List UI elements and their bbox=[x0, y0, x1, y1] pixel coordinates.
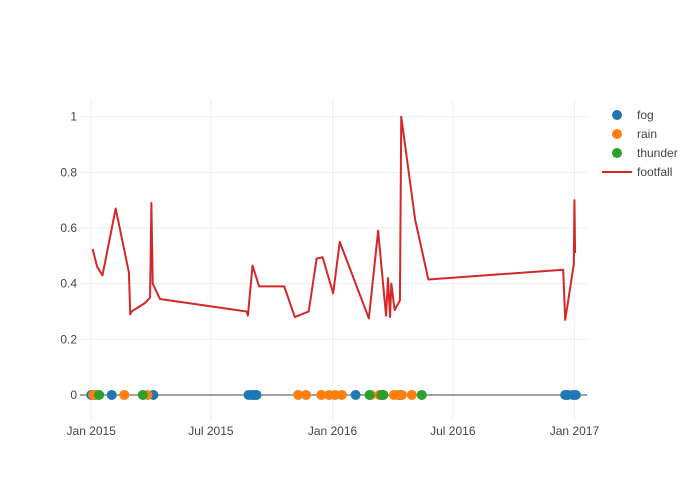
footfall-point[interactable] bbox=[113, 206, 119, 212]
footfall-point[interactable] bbox=[320, 254, 326, 260]
fog-point[interactable] bbox=[350, 389, 361, 400]
y-tick-label: 1 bbox=[70, 110, 77, 124]
footfall-point[interactable] bbox=[398, 114, 404, 120]
footfall-point[interactable] bbox=[571, 261, 577, 267]
footfall-point[interactable] bbox=[571, 197, 577, 203]
footfall-point[interactable] bbox=[337, 239, 343, 245]
footfall-point[interactable] bbox=[397, 297, 403, 303]
rain-point[interactable] bbox=[301, 389, 312, 400]
legend-label: footfall bbox=[637, 165, 672, 179]
legend-label: rain bbox=[637, 127, 657, 141]
legend-swatch bbox=[612, 110, 622, 120]
legend-label: thunder bbox=[637, 146, 678, 160]
footfall-point[interactable] bbox=[562, 317, 568, 323]
legend-swatch bbox=[612, 148, 622, 158]
grid-layer bbox=[80, 100, 587, 420]
footfall-point[interactable] bbox=[126, 270, 132, 276]
y-axis-ticks: 0 0.2 0.4 0.6 0.8 1 bbox=[60, 110, 77, 402]
thunder-point[interactable] bbox=[416, 389, 427, 400]
rain-point[interactable] bbox=[406, 389, 417, 400]
x-tick-label: Jan 2016 bbox=[308, 424, 358, 438]
rain-point[interactable] bbox=[119, 389, 130, 400]
legend-label: fog bbox=[637, 108, 654, 122]
series-thunder[interactable] bbox=[94, 389, 427, 400]
rain-point[interactable] bbox=[336, 389, 347, 400]
series-layer[interactable] bbox=[86, 114, 581, 400]
footfall-point[interactable] bbox=[157, 296, 163, 302]
footfall-point[interactable] bbox=[565, 300, 571, 306]
y-tick-label: 0.8 bbox=[60, 165, 77, 179]
x-tick-label: Jul 2016 bbox=[430, 424, 476, 438]
footfall-point[interactable] bbox=[99, 272, 105, 278]
footfall-point[interactable] bbox=[292, 314, 298, 320]
thunder-point[interactable] bbox=[137, 389, 148, 400]
y-tick-label: 0.6 bbox=[60, 221, 77, 235]
footfall-point[interactable] bbox=[560, 267, 566, 273]
fog-point[interactable] bbox=[570, 389, 581, 400]
legend-swatch bbox=[612, 129, 622, 139]
legend-item-footfall[interactable]: footfall bbox=[602, 165, 672, 179]
footfall-point[interactable] bbox=[256, 283, 262, 289]
plot-background bbox=[80, 100, 587, 420]
footfall-point[interactable] bbox=[94, 264, 100, 270]
rain-point[interactable] bbox=[316, 389, 327, 400]
legend-item-fog[interactable]: fog bbox=[612, 108, 654, 122]
footfall-point[interactable] bbox=[392, 307, 398, 313]
footfall-point[interactable] bbox=[425, 276, 431, 282]
footfall-point[interactable] bbox=[129, 308, 135, 314]
footfall-point[interactable] bbox=[385, 275, 391, 281]
footfall-point[interactable] bbox=[375, 228, 381, 234]
footfall-point[interactable] bbox=[314, 256, 320, 262]
footfall-point[interactable] bbox=[250, 263, 256, 269]
thunder-point[interactable] bbox=[378, 389, 389, 400]
y-tick-label: 0.4 bbox=[60, 277, 77, 291]
x-axis-ticks: Jan 2015 Jul 2015 Jan 2016 Jul 2016 Jan 2017 bbox=[67, 424, 600, 438]
footfall-point[interactable] bbox=[306, 308, 312, 314]
thunder-point[interactable] bbox=[364, 389, 375, 400]
footfall-point[interactable] bbox=[388, 281, 394, 287]
footfall-point[interactable] bbox=[387, 314, 393, 320]
footfall-point[interactable] bbox=[90, 246, 96, 252]
footfall-point[interactable] bbox=[572, 250, 578, 256]
x-tick-label: Jul 2015 bbox=[188, 424, 234, 438]
footfall-point[interactable] bbox=[366, 315, 372, 321]
y-tick-label: 0.2 bbox=[60, 332, 77, 346]
x-tick-label: Jan 2015 bbox=[67, 424, 117, 438]
footfall-line[interactable] bbox=[91, 115, 577, 321]
fog-point[interactable] bbox=[106, 389, 117, 400]
footfall-point[interactable] bbox=[330, 290, 336, 296]
footfall-point[interactable] bbox=[148, 200, 154, 206]
series-footfall[interactable] bbox=[90, 114, 579, 323]
footfall-point[interactable] bbox=[150, 281, 156, 287]
rain-point[interactable] bbox=[396, 389, 407, 400]
footfall-point[interactable] bbox=[142, 300, 148, 306]
legend-item-thunder[interactable]: thunder bbox=[612, 146, 678, 160]
fog-point[interactable] bbox=[251, 389, 262, 400]
footfall-point[interactable] bbox=[245, 313, 251, 319]
footfall-point[interactable] bbox=[412, 217, 418, 223]
y-tick-label: 0 bbox=[70, 388, 77, 402]
footfall-point[interactable] bbox=[281, 283, 287, 289]
rain-point[interactable] bbox=[293, 389, 304, 400]
x-tick-label: Jan 2017 bbox=[550, 424, 600, 438]
legend-item-rain[interactable]: rain bbox=[612, 127, 657, 141]
thunder-point[interactable] bbox=[94, 389, 105, 400]
legend[interactable]: fog rain thunder footfall bbox=[602, 108, 678, 179]
footfall-point[interactable] bbox=[147, 295, 153, 301]
